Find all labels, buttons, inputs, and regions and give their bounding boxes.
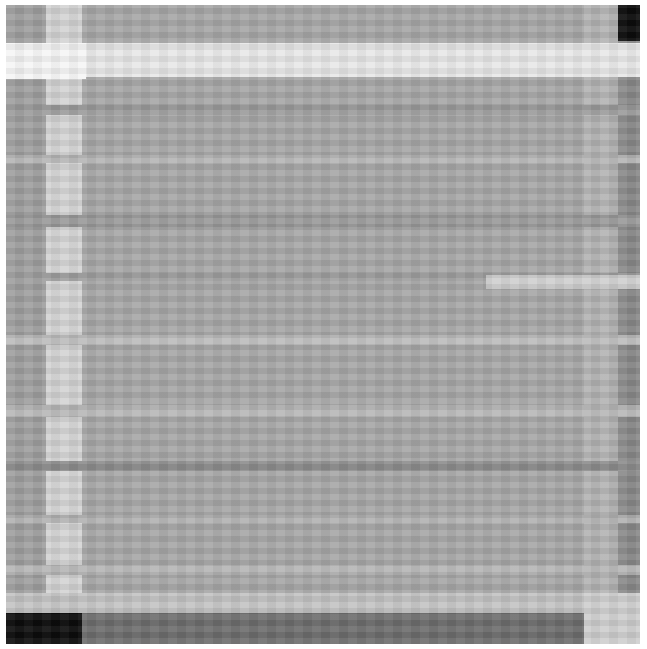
streak-2: [6, 155, 640, 163]
bottom-light-band: [6, 593, 640, 613]
right-dark-column: [618, 5, 640, 644]
texture-frame: [6, 5, 640, 644]
pixel-noise-overlay: [6, 5, 640, 644]
bottom-right-light-block: [584, 593, 640, 644]
top-white-band: [6, 43, 640, 77]
streak-8: [6, 515, 640, 523]
streak-4: [6, 273, 640, 281]
bottom-dark-band: [6, 613, 640, 644]
streak-5: [6, 335, 640, 345]
streak-7: [6, 461, 640, 471]
streak-1: [6, 105, 640, 115]
streak-3: [6, 215, 640, 227]
streak-9: [6, 565, 640, 575]
streak-6: [6, 405, 640, 417]
bottom-left-black-block: [6, 613, 82, 644]
top-right-black-block: [618, 5, 640, 41]
streak-light-right: [486, 275, 640, 289]
top-left-white-block: [6, 43, 86, 79]
